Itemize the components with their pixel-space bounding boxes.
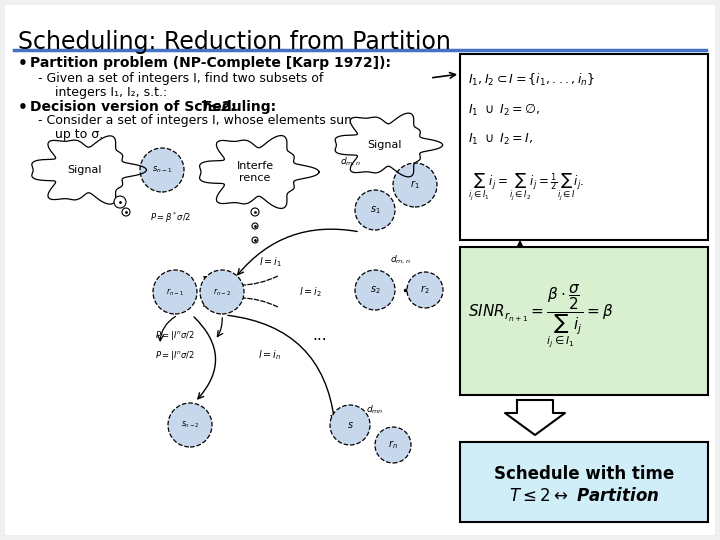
Text: $d_{m,n}$: $d_{m,n}$ bbox=[340, 156, 360, 168]
Text: Signal: Signal bbox=[68, 165, 102, 175]
Circle shape bbox=[330, 405, 370, 445]
Text: $s_{n-1}$: $s_{n-1}$ bbox=[152, 165, 172, 176]
Text: T≤2:: T≤2: bbox=[200, 100, 236, 114]
Circle shape bbox=[140, 148, 184, 192]
Text: $l = i_1$: $l = i_1$ bbox=[258, 255, 282, 269]
Polygon shape bbox=[335, 113, 443, 177]
Text: $\sum_{i_j \in I_1} i_j = \sum_{i_j \in I_2} i_j = \frac{1}{2}\sum_{i_j \in I} i: $\sum_{i_j \in I_1} i_j = \sum_{i_j \in … bbox=[468, 172, 585, 203]
Text: ...: ... bbox=[312, 327, 328, 342]
Text: $s_1$: $s_1$ bbox=[369, 204, 380, 216]
Circle shape bbox=[251, 208, 259, 216]
Circle shape bbox=[393, 163, 437, 207]
Text: up to σ.: up to σ. bbox=[55, 128, 103, 141]
Circle shape bbox=[122, 208, 130, 216]
Text: $r_{n-1}$: $r_{n-1}$ bbox=[166, 286, 184, 298]
Text: $P = \beta^*\sigma/2$: $P = \beta^*\sigma/2$ bbox=[150, 211, 192, 225]
Text: $I_1\ \cup\ I_2 = \varnothing,$: $I_1\ \cup\ I_2 = \varnothing,$ bbox=[468, 102, 540, 118]
Circle shape bbox=[200, 270, 244, 314]
Text: $d_{m,n}$: $d_{m,n}$ bbox=[390, 254, 410, 266]
Circle shape bbox=[168, 403, 212, 447]
Text: $r_1$: $r_1$ bbox=[410, 179, 420, 191]
Circle shape bbox=[252, 237, 258, 243]
Text: $P = |I^n\sigma/2$: $P = |I^n\sigma/2$ bbox=[156, 348, 195, 361]
Text: Signal: Signal bbox=[368, 140, 402, 150]
Bar bbox=[460, 54, 708, 240]
Text: $SINR_{r_{n+1}} = \dfrac{\beta \cdot \dfrac{\sigma}{2}}{\sum_{i_j \in I_1} i_j} : $SINR_{r_{n+1}} = \dfrac{\beta \cdot \df… bbox=[468, 282, 613, 349]
Bar bbox=[460, 442, 708, 522]
Text: integers I₁, I₂, s.t.:: integers I₁, I₂, s.t.: bbox=[55, 86, 167, 99]
Circle shape bbox=[407, 272, 443, 308]
Text: •: • bbox=[18, 100, 28, 115]
Text: $s_{n-2}$: $s_{n-2}$ bbox=[181, 420, 199, 430]
Text: Interfe
rence: Interfe rence bbox=[236, 161, 274, 183]
Text: $s$: $s$ bbox=[346, 420, 354, 430]
Text: $P = |I^n\sigma/2$: $P = |I^n\sigma/2$ bbox=[155, 328, 194, 341]
Text: $I_1\ \cup\ I_2 = I,$: $I_1\ \cup\ I_2 = I,$ bbox=[468, 132, 533, 147]
Text: $r_2$: $r_2$ bbox=[420, 284, 430, 296]
Text: $s_2$: $s_2$ bbox=[369, 284, 380, 296]
Text: •: • bbox=[18, 56, 28, 71]
Text: $T \leq 2 \leftrightarrow$ Partition: $T \leq 2 \leftrightarrow$ Partition bbox=[509, 487, 660, 505]
Text: Decision version of Scheduling:: Decision version of Scheduling: bbox=[30, 100, 281, 114]
Text: $r_n$: $r_n$ bbox=[388, 438, 398, 451]
Text: $d_{mn}$: $d_{mn}$ bbox=[366, 404, 384, 416]
Circle shape bbox=[252, 223, 258, 229]
Circle shape bbox=[355, 190, 395, 230]
Bar bbox=[460, 247, 708, 395]
Text: - Consider a set of integers I, whose elements sum: - Consider a set of integers I, whose el… bbox=[38, 114, 356, 127]
Circle shape bbox=[114, 196, 126, 208]
Text: $r_{n-2}$: $r_{n-2}$ bbox=[213, 286, 231, 298]
Text: Scheduling: Reduction from Partition: Scheduling: Reduction from Partition bbox=[18, 30, 451, 54]
Text: Schedule with time: Schedule with time bbox=[494, 465, 674, 483]
Polygon shape bbox=[199, 136, 319, 208]
Text: Partition problem (NP-Complete [Karp 1972]):: Partition problem (NP-Complete [Karp 197… bbox=[30, 56, 391, 70]
Polygon shape bbox=[32, 136, 146, 204]
Text: $l = i_n$: $l = i_n$ bbox=[258, 348, 282, 362]
Circle shape bbox=[375, 427, 411, 463]
Text: $I_1, I_2 \subset I = \{i_1,...,i_n\}$: $I_1, I_2 \subset I = \{i_1,...,i_n\}$ bbox=[468, 72, 595, 88]
Circle shape bbox=[355, 270, 395, 310]
Text: $l = i_2$: $l = i_2$ bbox=[299, 285, 321, 299]
Text: - Given a set of integers I, find two subsets of: - Given a set of integers I, find two su… bbox=[38, 72, 323, 85]
Polygon shape bbox=[505, 400, 565, 435]
Circle shape bbox=[153, 270, 197, 314]
